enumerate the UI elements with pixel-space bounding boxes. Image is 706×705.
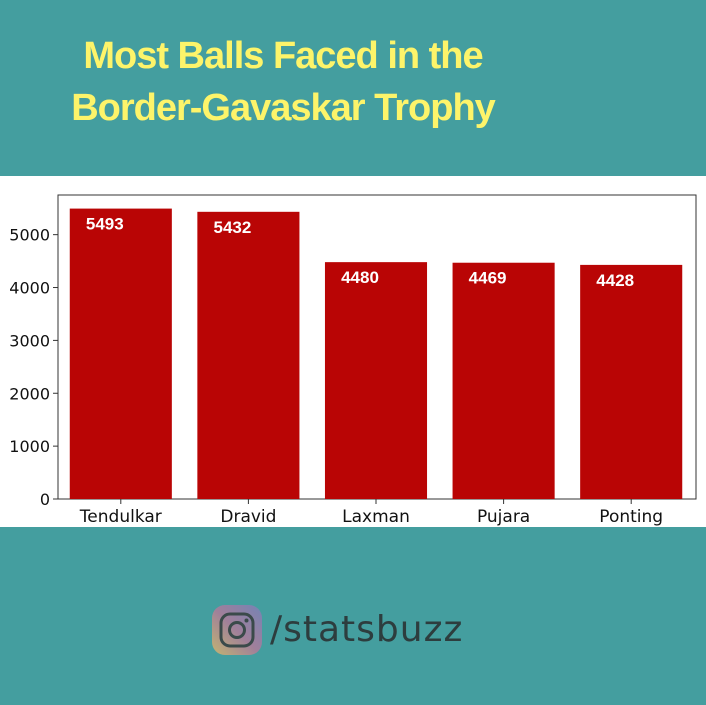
footer: /statsbuzz — [0, 604, 706, 660]
bar — [69, 208, 172, 500]
chart-title: Most Balls Faced in the Border-Gavaskar … — [0, 30, 706, 134]
bar — [197, 211, 300, 499]
chart-panel: 0 1000 2000 3000 4000 5000 5493 Tendulkar 5432 Dr… — [0, 176, 706, 527]
bar-data-label: 4469 — [469, 269, 507, 288]
bar-data-label: 5493 — [86, 215, 124, 234]
x-tick-label: Laxman — [342, 507, 410, 527]
instagram-icon — [211, 604, 263, 656]
y-tick-label: 2000 — [9, 384, 50, 403]
bar-data-label: 5432 — [213, 218, 251, 237]
title-line-2: Border-Gavaskar Trophy — [71, 87, 496, 129]
y-tick-label: 0 — [40, 490, 50, 509]
bar-chart: 0 1000 2000 3000 4000 5000 5493 Tendulkar 5432 Dr… — [9, 194, 697, 527]
bar — [452, 262, 555, 499]
x-tick-label: Ponting — [599, 507, 663, 527]
y-tick-label: 5000 — [9, 226, 50, 245]
title-line-1: Most Balls Faced in the — [83, 35, 483, 77]
social-handle: /statsbuzz — [270, 609, 464, 650]
bar-data-label: 4428 — [596, 271, 634, 290]
x-tick-label: Pujara — [477, 507, 530, 527]
y-tick-label: 3000 — [9, 331, 50, 350]
x-tick-label: Dravid — [220, 507, 276, 527]
y-tick-label: 4000 — [9, 279, 50, 298]
bar-data-label: 4480 — [341, 268, 379, 287]
bar — [580, 264, 683, 499]
x-tick-label: Tendulkar — [79, 507, 162, 527]
y-tick-label: 1000 — [9, 437, 50, 456]
bar — [324, 262, 428, 499]
